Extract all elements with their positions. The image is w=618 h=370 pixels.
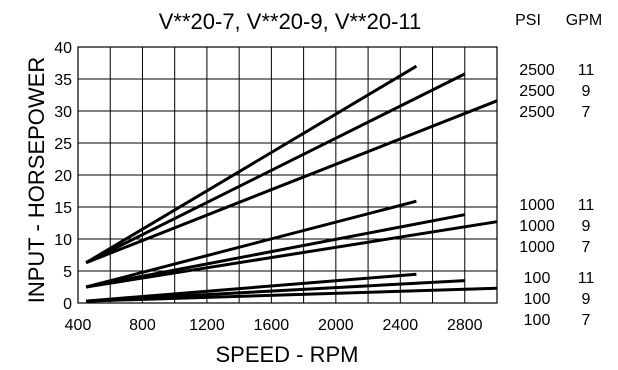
series-label-gpm: 7: [582, 312, 591, 329]
x-tick-label: 2000: [318, 317, 354, 334]
series-line-1000psi-7gpm: [85, 220, 498, 289]
series-label-psi: 100: [524, 270, 551, 287]
y-tick-label: 5: [63, 264, 72, 281]
series-line-100psi-11gpm: [85, 272, 417, 303]
series-label-gpm: 11: [578, 270, 595, 287]
x-tick-label: 2800: [447, 317, 483, 334]
x-tick-labels: 400 800 1200 1600 2000 2400 2800: [65, 317, 483, 334]
grid: [77, 46, 498, 304]
series-label-gpm: 7: [582, 239, 591, 256]
series-label-gpm: 9: [582, 83, 591, 100]
series-line-2500psi-7gpm: [85, 99, 498, 265]
series-label-psi: 1000: [519, 239, 555, 256]
x-tick-label: 2400: [383, 317, 419, 334]
series-label-psi: 2500: [519, 62, 555, 79]
x-axis-label: SPEED - RPM: [215, 342, 358, 367]
series-label-psi: 2500: [519, 83, 555, 100]
y-tick-label: 10: [54, 232, 72, 249]
series-label-gpm: 9: [582, 291, 591, 308]
series-label-gpm: 11: [578, 62, 595, 79]
series-line-1000psi-9gpm: [85, 213, 466, 289]
series-line-2500psi-11gpm: [85, 64, 418, 264]
chart-title: V**20-7, V**20-9, V**20-11: [159, 9, 422, 34]
y-tick-label: 0: [63, 296, 72, 313]
series-label-gpm: 11: [578, 197, 595, 214]
x-tick-label: 1200: [189, 317, 225, 334]
y-tick-label: 25: [54, 136, 72, 153]
plot-frame: [77, 46, 498, 304]
series-line-2500psi-9gpm: [85, 72, 466, 265]
legend-header-psi: PSI: [515, 12, 541, 29]
series-label-gpm: 7: [582, 104, 591, 121]
y-tick-label: 30: [54, 104, 72, 121]
series-label-psi: 100: [524, 291, 551, 308]
y-tick-label: 40: [54, 40, 72, 57]
y-tick-label: 35: [54, 72, 72, 89]
series-label-psi: 100: [524, 312, 551, 329]
x-tick-label: 400: [65, 317, 92, 334]
series-line-1000psi-11gpm: [85, 199, 417, 289]
y-tick-label: 20: [54, 168, 72, 185]
y-tick-label: 15: [54, 200, 72, 217]
series-lines: [85, 64, 498, 303]
series-label-gpm: 9: [582, 218, 591, 235]
x-tick-label: 1600: [254, 317, 290, 334]
y-axis-label: INPUT - HORSEPOWER: [24, 57, 49, 304]
series-label-psi: 1000: [519, 197, 555, 214]
series-label-psi: 1000: [519, 218, 555, 235]
series-line-100psi-7gpm: [86, 286, 498, 303]
x-tick-label: 800: [129, 317, 156, 334]
y-tick-labels: 0 5 10 15 20 25 30 35 40: [54, 40, 72, 313]
series-labels: 100 11 100 9 100 7 1000 11 1000 9 1000 7 2500 11 2500 9…: [519, 62, 594, 329]
legend-header-gpm: GPM: [566, 12, 602, 29]
series-label-psi: 2500: [519, 104, 555, 121]
